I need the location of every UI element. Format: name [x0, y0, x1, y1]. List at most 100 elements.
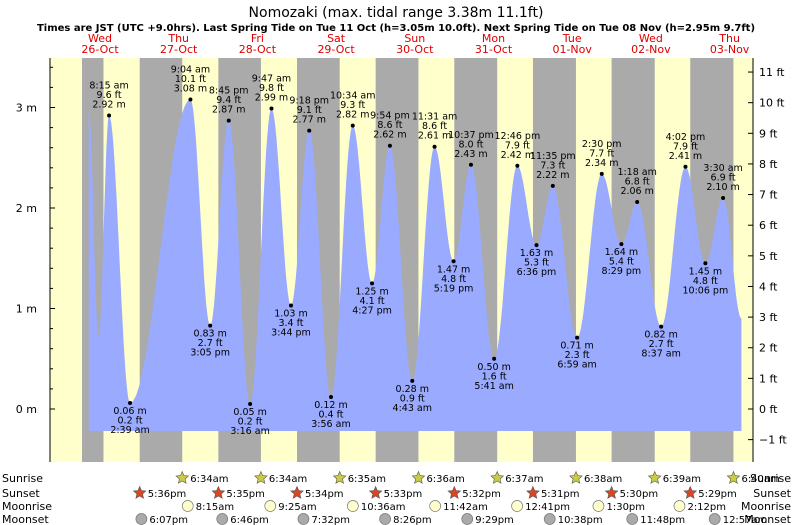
tide-label: 10:06 pm — [683, 285, 729, 296]
sunrise-time: 6:34am — [190, 474, 228, 485]
tide-label: 6.9 ft — [711, 172, 736, 183]
tide-label: 1.6 ft — [482, 371, 507, 382]
tide-label: 0.71 m — [560, 341, 593, 352]
tide-point — [659, 324, 664, 329]
tide-label: 2.99 m — [255, 93, 288, 104]
right-tick-label: 11 ft — [759, 66, 785, 79]
tide-label: 8.6 ft — [422, 121, 447, 132]
tide-labels: 8:15 am9.6 ft2.92 m0.06 m0.2 ft2:39 am9:… — [89, 64, 742, 437]
moonset-icon — [626, 513, 639, 525]
tide-point — [515, 163, 520, 168]
sunset-time: 5:31pm — [541, 489, 580, 500]
chart-subtitle: Times are JST (UTC +9.0hrs). Last Spring… — [37, 23, 755, 34]
moonrise-icon — [592, 500, 605, 512]
moonset-time: 9:29pm — [475, 515, 514, 525]
moonset-time: 8:26pm — [393, 515, 432, 525]
tide-point — [328, 394, 333, 399]
tide-point — [248, 401, 253, 406]
tide-label: 5:41 am — [474, 381, 513, 392]
day-name: Thu — [167, 32, 189, 45]
right-tick-label: 3 ft — [759, 311, 778, 324]
tide-label: 2.22 m — [536, 170, 569, 181]
tide-label: 5.4 ft — [609, 257, 634, 268]
tide-label: 7.7 ft — [589, 148, 614, 159]
tide-point — [226, 118, 231, 123]
tide-point — [635, 199, 640, 204]
tide-label: 2.43 m — [454, 149, 487, 160]
axes: 0 m 1 m 2 m 3 m −1 ft 0 ft 1 ft 2 ft 3 ft 4 ft 5 f… — [16, 58, 787, 462]
tide-area — [88, 99, 742, 431]
tide-label: 1.64 m — [605, 247, 638, 258]
moonrise-time: 2:12pm — [687, 502, 726, 513]
tide-point — [350, 123, 355, 128]
tide-label: 9.1 ft — [297, 105, 322, 116]
right-tick-label: 4 ft — [759, 280, 778, 293]
tide-label: 0.12 m — [314, 400, 347, 411]
right-tick-label: 6 ft — [759, 219, 778, 232]
tide-label: 3:05 pm — [190, 348, 230, 359]
tide-label: 0.28 m — [396, 384, 429, 395]
tide-point — [269, 106, 274, 111]
tide-label: 3.4 ft — [278, 318, 303, 329]
moonrise-icon — [264, 500, 277, 512]
moonrise-icon — [673, 500, 686, 512]
right-tick-label: 8 ft — [759, 158, 778, 171]
sunrise-icon — [726, 470, 741, 484]
tide-label: 0.06 m — [113, 406, 146, 417]
tide-label: 8.0 ft — [458, 139, 483, 150]
moonset-time: 10:38pm — [558, 515, 603, 525]
sunset-time: 5:35pm — [226, 489, 265, 500]
tide-label: 10.1 ft — [175, 74, 206, 85]
tide-label: 4.8 ft — [693, 276, 718, 287]
tide-label: 2.7 ft — [198, 338, 223, 349]
right-tick-label: 1 ft — [759, 372, 778, 385]
sunrise-icon — [332, 470, 347, 484]
moonset-icon — [708, 513, 721, 525]
moonset-icon — [379, 513, 391, 525]
chart-title: Nomozaki (max. tidal range 3.38m 11.1ft) — [249, 5, 544, 21]
day-date: 03-Nov — [710, 43, 750, 56]
tide-label: 3:16 am — [230, 426, 269, 437]
tide-label: 3:44 pm — [271, 327, 311, 338]
tide-label: 6:59 am — [557, 360, 596, 371]
tide-label: 7.9 ft — [673, 141, 698, 152]
tide-label: 10:34 am — [330, 91, 375, 102]
tide-label: 1.45 m — [689, 266, 722, 277]
sunrise-time: 6:37am — [505, 474, 543, 485]
sunset-time: 5:33pm — [384, 489, 423, 500]
tide-label: 12:46 pm — [495, 131, 541, 142]
moonrise-time: 8:15am — [196, 502, 234, 513]
day-name: Wed — [88, 32, 112, 45]
tide-label: 8:15 am — [89, 81, 128, 92]
tide-label: 4:02 pm — [666, 132, 706, 143]
right-tick-label: 2 ft — [759, 342, 778, 355]
sunrise-icon — [569, 470, 583, 484]
tide-label: 0.9 ft — [400, 393, 425, 404]
left-tick-label: 2 m — [16, 202, 37, 215]
tide-label: 5:19 pm — [434, 283, 474, 294]
day-date: 29-Oct — [317, 43, 355, 56]
tide-label: 4.1 ft — [360, 296, 385, 307]
moonset-time: 11:48pm — [640, 515, 685, 525]
tide-label: 1.03 m — [274, 308, 307, 319]
tide-point — [387, 143, 392, 148]
moonrise-icon — [429, 500, 442, 512]
tide-label: 2.34 m — [585, 158, 618, 169]
moonset-row-label: Moonset — [2, 513, 49, 525]
tide-label: 9:18 pm — [289, 96, 329, 107]
tide-label: 2.06 m — [620, 186, 653, 197]
moonset-time: 12:57am — [723, 515, 768, 525]
sunrise-row-label: Sunrise — [2, 472, 43, 485]
tide-label: 0.2 ft — [238, 416, 263, 427]
tide-label: 2.61 m — [418, 131, 451, 142]
tide-label: 0.82 m — [644, 330, 677, 341]
day-name: Wed — [639, 32, 663, 45]
right-tick-label: −1 ft — [759, 434, 787, 447]
tide-label: 2.42 m — [501, 150, 534, 161]
day-date: 31-Oct — [475, 43, 513, 56]
tide-label: 2.10 m — [706, 182, 739, 193]
day-date: 27-Oct — [160, 43, 198, 56]
moonrise-row-label: Moonrise — [741, 500, 791, 513]
sunset-icon — [447, 485, 462, 499]
